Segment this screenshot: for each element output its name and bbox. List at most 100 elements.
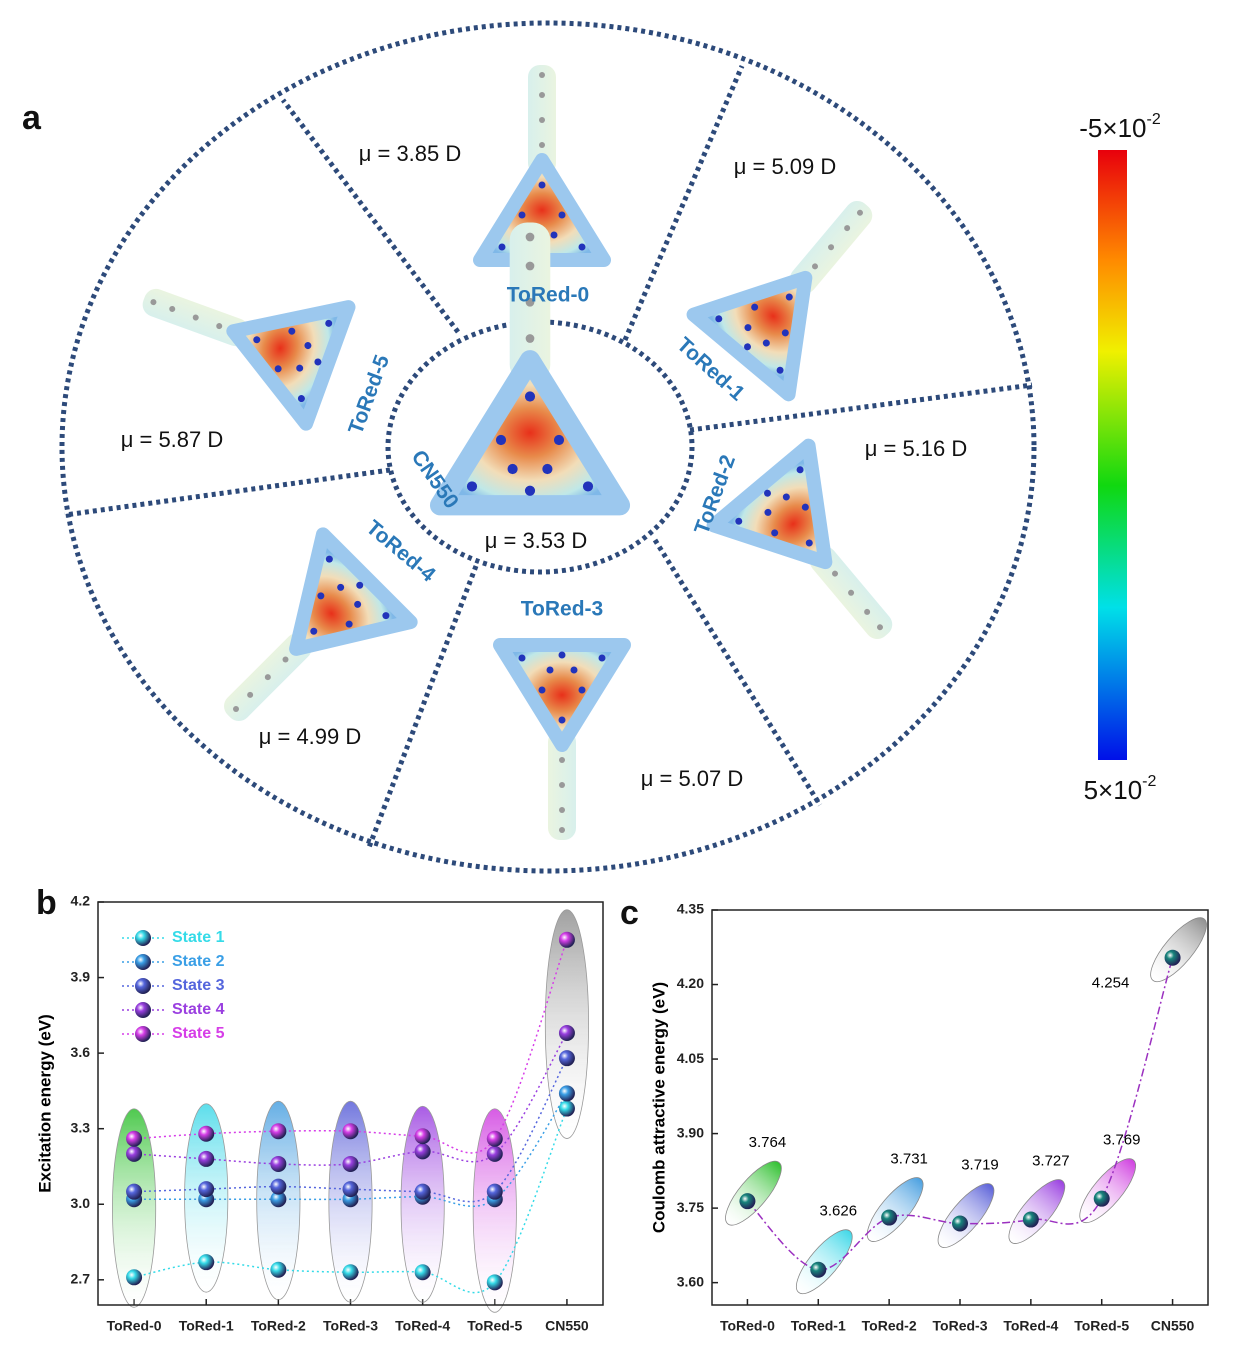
point — [739, 1193, 756, 1210]
molecule — [123, 240, 349, 423]
legend-label: State 5 — [172, 1025, 225, 1042]
x-tick-label: ToRed-5 — [467, 1318, 522, 1334]
colorbar-exp: -2 — [1147, 111, 1161, 128]
point — [414, 1183, 431, 1200]
point — [558, 1050, 575, 1067]
chart: b Excitation energy (eV) 2.7 3.0 3.3 3.6 3.9 4.… — [35, 884, 604, 1334]
point — [486, 1145, 503, 1162]
data-label: 3.731 — [890, 1151, 928, 1168]
plot-frame — [711, 909, 1209, 1306]
point — [126, 1183, 143, 1200]
x-tick-label: CN550 — [1151, 1318, 1195, 1334]
molecule-name: ToRed-5 — [344, 352, 394, 438]
y-axis-label: Excitation energy (eV) — [35, 1014, 54, 1193]
point — [1164, 949, 1181, 966]
point — [270, 1123, 287, 1140]
point — [342, 1181, 359, 1198]
highlight — [1008, 1179, 1066, 1244]
data-label: 3.626 — [820, 1203, 858, 1220]
point — [558, 1024, 575, 1041]
x-tick-label: ToRed-4 — [395, 1318, 450, 1334]
y-axis-label: Coulomb attractive energy (eV) — [649, 982, 668, 1233]
point — [486, 1130, 503, 1147]
x-tick-label: ToRed-2 — [251, 1318, 306, 1334]
colorbar-base: 5×10 — [1084, 775, 1143, 805]
legend-marker — [135, 954, 151, 970]
point — [126, 1130, 143, 1147]
plot-frame — [97, 901, 604, 1306]
x-tick-label: ToRed-2 — [862, 1318, 917, 1334]
divider — [622, 65, 745, 341]
point — [1022, 1211, 1039, 1228]
data-label: 3.727 — [1032, 1153, 1070, 1170]
legend-label: State 2 — [172, 953, 225, 970]
legend-label: State 1 — [172, 929, 225, 946]
data-label: 3.769 — [1103, 1132, 1141, 1149]
point — [198, 1125, 215, 1142]
dipole: μ = 3.85 D — [359, 141, 462, 166]
point — [342, 1264, 359, 1281]
colorbar — [1098, 150, 1127, 760]
point — [486, 1274, 503, 1291]
colorbar-label: 5×10-2 — [1084, 773, 1157, 805]
x-tick-label: ToRed-4 — [1003, 1318, 1058, 1334]
point — [1093, 1190, 1110, 1207]
highlight — [725, 1160, 782, 1226]
highlight — [796, 1229, 853, 1295]
x-tick-label: ToRed-5 — [1074, 1318, 1129, 1334]
dipole: μ = 4.99 D — [259, 724, 362, 749]
y-tick-label: 3.3 — [71, 1119, 91, 1135]
molecule-name: ToRed-0 — [507, 284, 589, 307]
colorbar-exp: -2 — [1142, 773, 1156, 790]
panel-label: c — [620, 894, 639, 932]
point — [270, 1261, 287, 1278]
point — [952, 1215, 968, 1232]
divider — [64, 467, 391, 518]
molecule — [714, 446, 934, 675]
point — [558, 1100, 575, 1117]
divider — [689, 382, 1033, 433]
divider — [281, 98, 460, 334]
x-tick-label: ToRed-0 — [720, 1318, 775, 1334]
panel-label: b — [36, 884, 57, 922]
point — [342, 1123, 359, 1140]
point — [198, 1181, 215, 1198]
point — [198, 1150, 215, 1167]
point — [270, 1178, 287, 1195]
x-tick-label: ToRed-3 — [933, 1318, 988, 1334]
molecule — [694, 165, 914, 394]
point — [342, 1155, 359, 1172]
y-tick-label: 4.20 — [677, 975, 704, 991]
highlight — [937, 1183, 995, 1248]
point — [270, 1155, 287, 1172]
x-tick-label: CN550 — [545, 1318, 589, 1334]
y-tick-label: 3.9 — [71, 968, 91, 984]
point — [414, 1143, 431, 1160]
y-tick-label: 3.60 — [677, 1273, 704, 1289]
panel-a: a μ = 3.85 D μ = 5.09 D μ = 5.16 D μ = 5… — [22, 20, 1161, 874]
data-label: 3.764 — [749, 1134, 787, 1151]
y-tick-label: 3.90 — [677, 1124, 704, 1140]
outer-ring — [59, 20, 1037, 874]
x-tick-label: ToRed-1 — [791, 1318, 846, 1334]
point — [270, 1191, 287, 1208]
point — [126, 1269, 143, 1286]
chart: c Coulomb attractive energy (eV) 3.60 3.75 3… — [620, 894, 1209, 1334]
dipole: μ = 5.87 D — [121, 427, 224, 452]
point — [558, 1085, 575, 1102]
y-tick-label: 4.05 — [677, 1050, 704, 1066]
molecule-name: ToRed-3 — [521, 598, 603, 621]
divider — [365, 565, 479, 851]
y-tick-label: 3.75 — [677, 1199, 704, 1215]
point — [414, 1128, 431, 1145]
legend-label: State 3 — [172, 977, 225, 994]
highlight — [472, 1108, 517, 1313]
legend-label: State 4 — [172, 1001, 225, 1018]
point — [486, 1183, 503, 1200]
legend-marker — [135, 930, 151, 946]
y-tick-label: 4.2 — [71, 893, 91, 909]
point — [414, 1264, 431, 1281]
panel-label: a — [22, 99, 42, 137]
molecule — [500, 645, 624, 840]
